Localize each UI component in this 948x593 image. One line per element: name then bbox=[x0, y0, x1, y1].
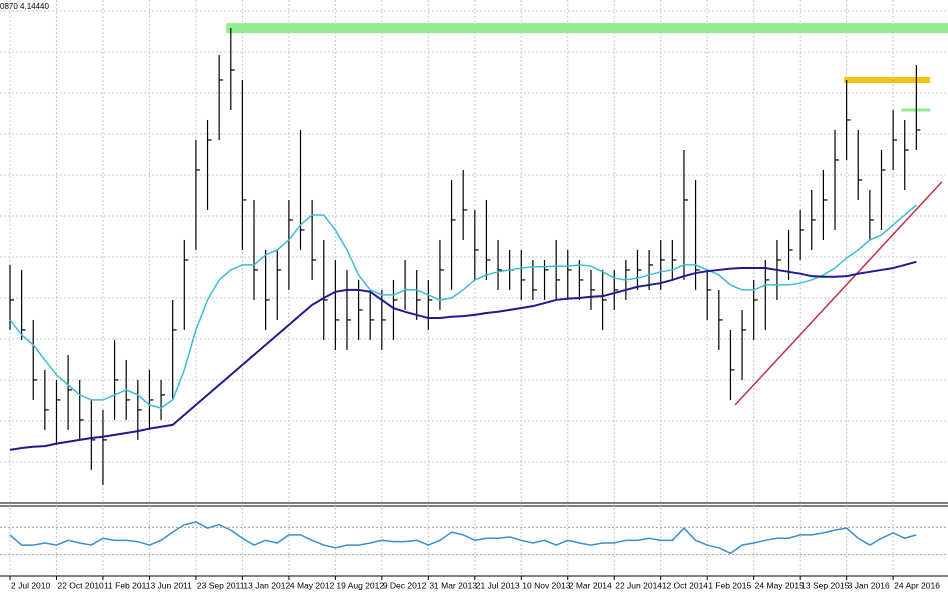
moving-average bbox=[9, 204, 917, 409]
x-tick-label: 11 Feb 2011 bbox=[104, 580, 151, 590]
info-text: 0870 4.14440 bbox=[0, 2, 49, 11]
x-tick-label: 10 Nov 2013 bbox=[522, 580, 570, 590]
x-tick-label: 13 Sep 2015 bbox=[801, 580, 849, 590]
x-tick-label: 31 Mar 2013 bbox=[429, 580, 477, 590]
x-tick-label: 19 Aug 2012 bbox=[336, 580, 384, 590]
x-tick-label: 3 Jan 2016 bbox=[848, 580, 890, 590]
drawn-line bbox=[734, 181, 943, 406]
x-tick-label: 24 Apr 2016 bbox=[894, 580, 940, 590]
x-tick-label: 4 May 2012 bbox=[290, 580, 335, 590]
x-tick-label: 2 Mar 2014 bbox=[569, 580, 612, 590]
x-tick-label: 22 Jun 2014 bbox=[615, 580, 662, 590]
x-tick-label: 23 Sep 2011 bbox=[197, 580, 245, 590]
oscillator-line bbox=[9, 521, 917, 555]
x-tick-label: 13 Jan 2012 bbox=[243, 580, 290, 590]
x-tick-label: 2 Jul 2010 bbox=[11, 580, 50, 590]
x-tick-label: 3 Jun 2011 bbox=[150, 580, 192, 590]
x-tick-label: 9 Dec 2012 bbox=[383, 580, 427, 590]
x-tick-label: 22 Oct 2010 bbox=[57, 580, 104, 590]
x-tick-label: 12 Oct 2014 bbox=[662, 580, 709, 590]
x-tick-label: 21 Jul 2013 bbox=[476, 580, 520, 590]
moving-average bbox=[9, 260, 917, 451]
x-tick-label: 24 May 2015 bbox=[755, 580, 804, 590]
x-tick-label: 1 Feb 2015 bbox=[708, 580, 751, 590]
